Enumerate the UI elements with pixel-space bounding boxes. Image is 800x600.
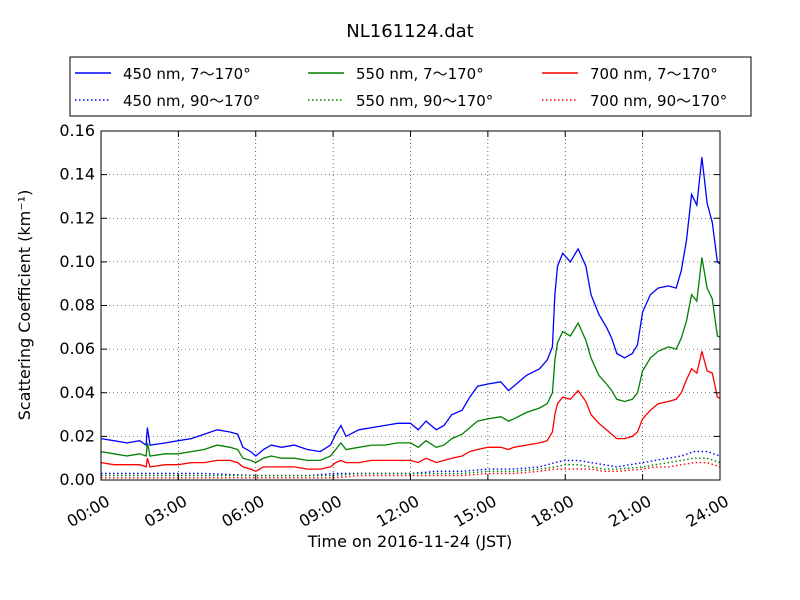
x-tick-label: 15:00 xyxy=(450,491,499,531)
y-tick-label: 0.02 xyxy=(59,426,95,445)
x-tick-label: 09:00 xyxy=(296,491,345,531)
plot-area: 00:00 03:00 06:00 09:00 12:00 15:00 18:00 21:00… xyxy=(59,121,732,531)
y-tick-label: 0.00 xyxy=(59,470,95,489)
x-tick-label: 21:00 xyxy=(605,491,654,531)
chart-title: NL161124.dat xyxy=(346,21,473,42)
legend-label: 700 nm, 7～170° xyxy=(590,65,718,83)
y-axis-label: Scattering Coefficient (km⁻¹) xyxy=(15,190,34,421)
legend: 450 nm, 7～170° 550 nm, 7～170° 700 nm, 7～17… xyxy=(69,56,752,117)
series-line xyxy=(101,457,720,477)
y-tick-label: 0.04 xyxy=(59,383,95,402)
y-tick-label: 0.10 xyxy=(59,252,95,271)
y-tick-label: 0.14 xyxy=(59,165,95,184)
legend-frame xyxy=(69,56,752,117)
x-tick-label: 12:00 xyxy=(373,491,422,531)
series-line xyxy=(101,257,720,464)
x-tick-label: 06:00 xyxy=(218,491,267,531)
legend-label: 550 nm, 7～170° xyxy=(356,65,484,83)
grid xyxy=(101,131,720,480)
legend-label: 700 nm, 90～170° xyxy=(590,92,727,110)
y-tick-label: 0.16 xyxy=(59,121,95,140)
legend-label: 550 nm, 90～170° xyxy=(356,92,493,110)
series-line xyxy=(101,157,720,457)
ticks: 00:00 03:00 06:00 09:00 12:00 15:00 18:00 21:00… xyxy=(59,121,732,531)
x-tick-label: 18:00 xyxy=(528,491,577,531)
x-axis-label: Time on 2016-11-24 (JST) xyxy=(307,532,512,551)
series-line xyxy=(101,450,720,477)
legend-label: 450 nm, 90～170° xyxy=(123,92,260,110)
y-tick-label: 0.08 xyxy=(59,296,95,315)
x-tick-label: 03:00 xyxy=(141,491,190,531)
y-tick-label: 0.12 xyxy=(59,208,95,227)
series-layer xyxy=(101,157,720,479)
series-line xyxy=(101,351,720,473)
y-tick-label: 0.06 xyxy=(59,339,95,358)
x-tick-label: 24:00 xyxy=(683,491,732,531)
x-tick-label: 00:00 xyxy=(64,491,113,531)
legend-label: 450 nm, 7～170° xyxy=(123,65,251,83)
series-line xyxy=(101,461,720,479)
